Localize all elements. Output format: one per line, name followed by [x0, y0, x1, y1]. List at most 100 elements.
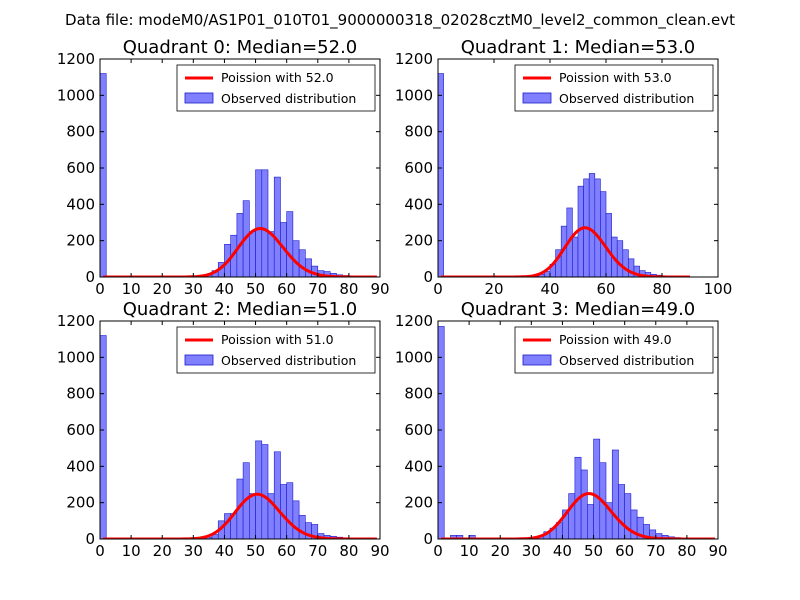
y-tick-label: 600: [66, 159, 95, 177]
y-tick-label: 800: [404, 123, 433, 141]
histogram-bar: [605, 213, 612, 277]
subplot-title: Quadrant 3: Median=49.0: [461, 299, 696, 320]
y-tick-label: 1200: [395, 50, 433, 68]
legend-bar-label: Observed distribution: [221, 91, 356, 106]
x-tick-label: 50: [246, 542, 265, 560]
y-tick-label: 200: [66, 494, 95, 512]
x-tick-label: 10: [122, 542, 141, 560]
x-tick-label: 20: [153, 542, 172, 560]
subplot-title: Quadrant 2: Median=51.0: [123, 299, 358, 320]
y-tick-label: 0: [85, 530, 95, 548]
legend-bar-label: Observed distribution: [221, 353, 356, 368]
y-tick-label: 1200: [57, 50, 95, 68]
poisson-curve: [440, 226, 690, 277]
histogram-bar: [100, 73, 107, 277]
histogram-bar: [618, 484, 625, 539]
legend-line-label: Poission with 53.0: [559, 70, 672, 85]
histogram-bar: [298, 515, 306, 539]
x-tick-label: 10: [122, 280, 141, 298]
legend: Poission with 49.0 Observed distribution: [514, 326, 714, 374]
legend: Poission with 51.0 Observed distribution: [176, 326, 376, 374]
histogram-bar: [568, 493, 576, 539]
histogram-bar: [255, 169, 263, 277]
subplot-quadrant-3: Quadrant 3: Median=49.0 0 10 20 30 40 50 60 70 80…: [395, 299, 728, 560]
y-tick-label: 0: [423, 530, 433, 548]
x-tick-label: 30: [184, 542, 203, 560]
subplot-quadrant-2: Quadrant 2: Median=51.0 0 10 20 30 40 50 60 70 80…: [57, 299, 390, 560]
x-tick-label: 60: [596, 280, 615, 298]
legend-line-label: Poission with 52.0: [221, 70, 334, 85]
histogram-bar: [624, 493, 632, 539]
subplot-title: Quadrant 1: Median=53.0: [461, 37, 696, 58]
y-tick-label: 200: [404, 494, 433, 512]
x-tick-label: 80: [677, 542, 696, 560]
histogram-bar: [580, 469, 588, 539]
y-tick-label: 1000: [395, 348, 433, 366]
plot-area: [438, 326, 715, 539]
legend-bar-swatch: [184, 92, 214, 104]
histogram-bar: [594, 178, 601, 277]
y-tick-label: 1000: [57, 348, 95, 366]
x-tick-label: 80: [652, 280, 671, 298]
histogram-bar: [438, 73, 444, 277]
x-tick-label: 70: [308, 280, 327, 298]
plot-area: [100, 73, 377, 277]
y-tick-label: 0: [85, 268, 95, 286]
subplot-quadrant-1: Quadrant 1: Median=53.00 20 40 60 80 10002004…: [395, 37, 733, 298]
x-tick-label: 0: [433, 542, 443, 560]
y-tick-label: 400: [66, 195, 95, 213]
histogram-bar: [438, 326, 445, 539]
histogram-bar: [249, 231, 256, 277]
legend: Poission with 52.0 Observed distribution: [176, 64, 376, 112]
histogram-bar: [305, 258, 312, 277]
x-tick-label: 90: [370, 280, 389, 298]
x-tick-label: 40: [540, 280, 559, 298]
y-tick-label: 600: [404, 421, 433, 439]
histogram-bar: [311, 524, 319, 539]
legend-line-label: Poission with 51.0: [221, 332, 334, 347]
y-tick-label: 600: [66, 421, 95, 439]
x-tick-label: 70: [308, 542, 327, 560]
x-tick-label: 80: [339, 542, 358, 560]
legend-line-label: Poission with 49.0: [559, 332, 672, 347]
figure-suptitle: Data file: modeM0/AS1P01_010T01_90000003…: [65, 11, 735, 30]
y-tick-label: 0: [423, 268, 433, 286]
x-tick-label: 50: [246, 280, 265, 298]
histogram-bar: [255, 440, 263, 539]
histogram-bar: [298, 249, 306, 277]
x-tick-label: 20: [153, 280, 172, 298]
x-tick-label: 20: [484, 280, 503, 298]
histogram-bar: [286, 211, 294, 277]
x-tick-label: 50: [584, 542, 603, 560]
y-tick-label: 1200: [57, 312, 95, 330]
x-tick-label: 10: [460, 542, 479, 560]
histogram-bar: [261, 169, 269, 277]
histogram-bar: [587, 504, 594, 539]
x-tick-label: 70: [646, 542, 665, 560]
x-tick-label: 100: [704, 280, 733, 298]
x-tick-label: 30: [184, 280, 203, 298]
y-tick-label: 800: [66, 385, 95, 403]
histogram-bar: [273, 176, 281, 277]
y-tick-label: 200: [66, 232, 95, 250]
histogram-bar: [273, 451, 281, 539]
legend-bar-swatch: [184, 354, 214, 366]
poisson-curve: [103, 227, 377, 277]
y-tick-label: 800: [66, 123, 95, 141]
x-tick-label: 90: [370, 542, 389, 560]
legend: Poission with 53.0 Observed distribution: [514, 64, 714, 112]
histogram-bar: [267, 231, 275, 277]
histogram-bar: [616, 240, 624, 277]
y-tick-label: 200: [404, 232, 433, 250]
histogram-bar: [593, 438, 601, 539]
x-tick-label: 30: [522, 542, 541, 560]
y-tick-label: 400: [404, 195, 433, 213]
y-tick-label: 400: [404, 457, 433, 475]
histogram-bar: [261, 444, 269, 539]
subplots-grid: Quadrant 0: Median=52.0 0 10 20 30 40 50 60 70 80…: [57, 37, 733, 560]
histogram-bar: [292, 500, 300, 539]
x-tick-label: 60: [615, 542, 634, 560]
y-tick-label: 1000: [57, 86, 95, 104]
x-tick-label: 20: [491, 542, 510, 560]
y-tick-label: 400: [66, 457, 95, 475]
